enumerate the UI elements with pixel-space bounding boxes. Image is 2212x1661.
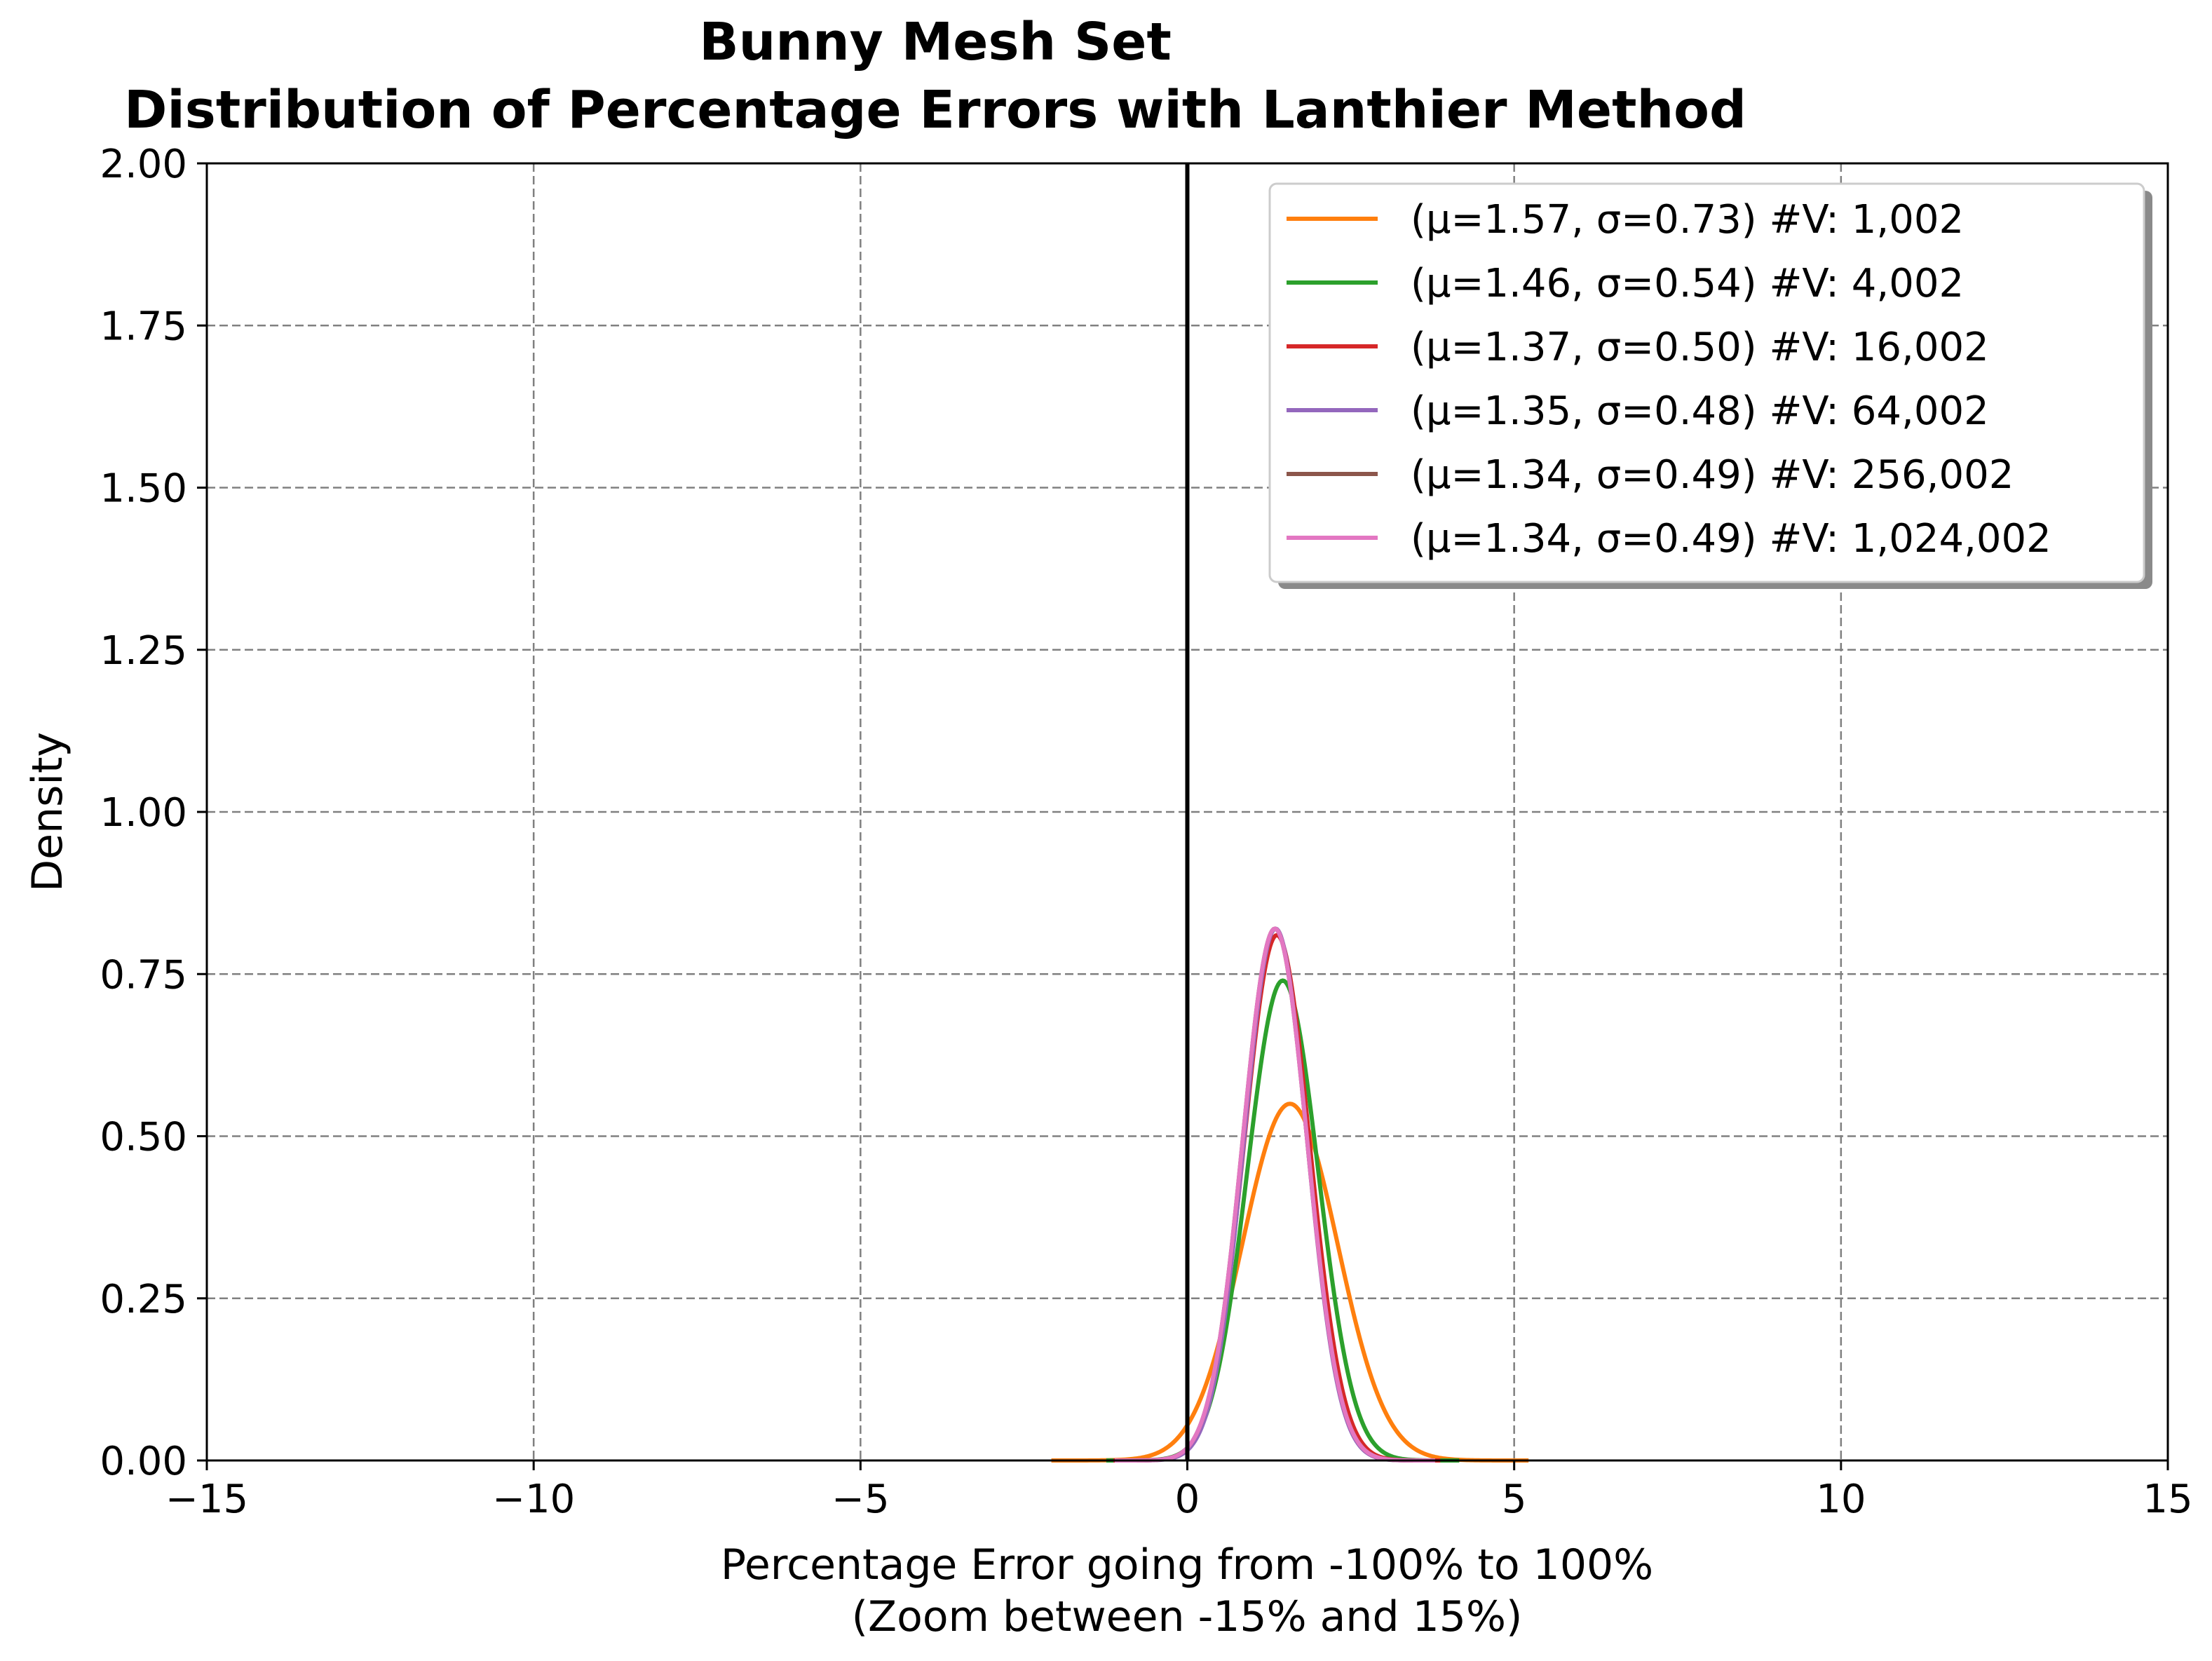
y-tick-label: 0.25 [100, 1277, 187, 1322]
legend-label-4: (μ=1.34, σ=0.49) #V: 256,002 [1411, 452, 2014, 498]
x-tick-label: 15 [2143, 1477, 2192, 1522]
x-tick-label: 10 [1816, 1477, 1866, 1522]
legend-box [1268, 182, 2145, 583]
y-tick-label: 0.50 [100, 1115, 187, 1160]
x-axis-ticks: −15 −10 −5 0 5 10 15 [165, 1460, 2193, 1522]
x-tick-label: 5 [1502, 1477, 1527, 1522]
legend-label-3: (μ=1.35, σ=0.48) #V: 64,002 [1411, 388, 1989, 434]
chart-title: Bunny Mesh Set [699, 12, 1172, 72]
legend-items: (μ=1.57, σ=0.73) #V: 1,002 (μ=1.46, σ=0.5… [1287, 197, 2051, 562]
y-tick-label: 1.00 [100, 790, 187, 836]
legend-label-0: (μ=1.57, σ=0.73) #V: 1,002 [1411, 197, 1964, 243]
y-tick-label: 0.00 [100, 1439, 187, 1484]
x-axis-label: Percentage Error going from -100% to 100… [721, 1540, 1653, 1589]
series-lines [1051, 926, 1529, 1463]
y-tick-label: 1.50 [100, 466, 187, 512]
y-axis-label: Density [23, 732, 72, 892]
x-tick-label: −5 [832, 1477, 890, 1522]
series-line-5 [1115, 926, 1435, 1463]
y-tick-label: 2.00 [100, 142, 187, 187]
x-tick-label: 0 [1175, 1477, 1200, 1522]
chart-subtitle: Distribution of Percentage Errors with L… [124, 80, 1746, 140]
legend-label-2: (μ=1.37, σ=0.50) #V: 16,002 [1411, 325, 1989, 370]
y-tick-label: 0.75 [100, 952, 187, 998]
legend: (μ=1.57, σ=0.73) #V: 1,002 (μ=1.46, σ=0.5… [1268, 182, 2152, 589]
legend-label-1: (μ=1.46, σ=0.54) #V: 4,002 [1411, 261, 1964, 306]
x-tick-label: −15 [165, 1477, 248, 1522]
y-tick-label: 1.75 [100, 304, 187, 349]
legend-label-5: (μ=1.34, σ=0.49) #V: 1,024,002 [1411, 516, 2051, 562]
x-axis-label-line2: (Zoom between -15% and 15%) [852, 1592, 1523, 1641]
y-tick-label: 1.25 [100, 628, 187, 674]
x-tick-label: −10 [492, 1477, 575, 1522]
y-axis-ticks: 0.00 0.25 0.50 0.75 1.00 1.25 1.50 1.75 2.00 [100, 142, 207, 1484]
